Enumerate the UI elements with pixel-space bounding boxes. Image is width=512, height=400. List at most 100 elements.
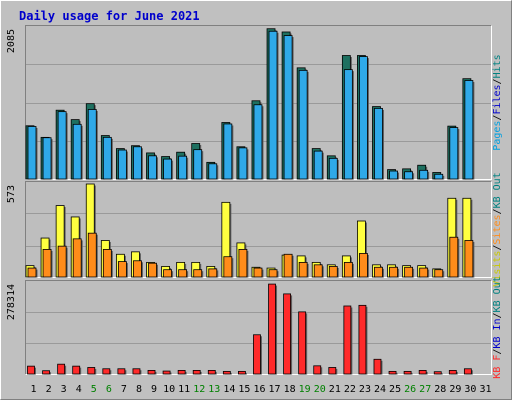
bar-sites <box>102 249 112 278</box>
bar-kbytes <box>117 368 126 375</box>
day-tick-label: 27 <box>419 384 431 395</box>
bar-sites <box>313 264 323 278</box>
chart-title: Daily usage for June 2021 <box>19 9 200 23</box>
bar-sites <box>449 236 459 278</box>
day-tick-label: 15 <box>238 384 250 395</box>
bar-sites <box>404 266 414 278</box>
day-tick-label: 1 <box>31 384 37 395</box>
bar-sites <box>72 238 82 278</box>
bar-sites <box>57 245 67 278</box>
bar-sites <box>283 253 293 278</box>
panel-hits-files-pages-legend-item: Files <box>492 84 503 114</box>
day-tick-label: 8 <box>136 384 142 395</box>
day-tick-label: 11 <box>178 384 190 395</box>
bar-files <box>223 123 233 180</box>
day-tick-label: 20 <box>314 384 326 395</box>
bar-sites <box>208 268 218 278</box>
bar-kbytes <box>177 370 186 375</box>
panel-kbytes-legend-item: / <box>492 349 503 355</box>
panel-kbytes-ymax-label: 278314 <box>6 284 17 320</box>
day-tick-label: 10 <box>163 384 175 395</box>
bar-files <box>87 109 97 180</box>
bar-kbytes <box>358 304 367 375</box>
bar-kbytes <box>42 370 50 375</box>
panel-visits-sites-ymax-label: 573 <box>6 185 17 203</box>
bar-kbytes <box>238 370 246 375</box>
panel-kbytes-border-dark <box>25 280 492 375</box>
panel-hits-files-pages-legend: Pages/Files/Hits <box>492 54 503 150</box>
bar-kbytes <box>268 283 276 375</box>
bar-sites <box>148 262 157 278</box>
bar-kbytes <box>328 367 337 375</box>
bar-sites <box>464 240 474 278</box>
bar-kbytes <box>147 370 156 375</box>
bar-sites <box>42 249 52 278</box>
bar-files <box>42 137 52 180</box>
bar-kbytes <box>433 371 442 375</box>
day-tick-label: 16 <box>253 384 265 395</box>
bar-kbytes <box>57 363 66 375</box>
bar-kbytes <box>343 305 352 375</box>
bar-files <box>404 171 414 180</box>
bar-files <box>178 155 188 180</box>
bar-sites <box>419 267 429 278</box>
bar-sites <box>389 266 398 278</box>
panel-hits-files-pages-legend-item: Pages <box>492 121 503 151</box>
day-tick-label: 7 <box>121 384 127 395</box>
bar-files <box>434 173 444 180</box>
bar-kbytes <box>253 334 261 375</box>
day-tick-label: 25 <box>389 384 401 395</box>
day-tick-label: 22 <box>344 384 356 395</box>
day-tick-label: 26 <box>404 384 416 395</box>
day-tick-label: 31 <box>479 384 491 395</box>
bar-files <box>148 155 157 180</box>
panel-kbytes-legend-item: / <box>492 312 503 318</box>
panel-visits-sites-legend: Visits/Sites/KB Out <box>492 172 503 286</box>
panel-hits-files-pages-ymax-label: 2085 <box>6 29 17 53</box>
bar-files <box>268 30 278 180</box>
day-tick-label: 23 <box>359 384 371 395</box>
bar-kbytes <box>463 368 472 375</box>
day-tick-label: 24 <box>374 384 386 395</box>
panel-visits-sites: 573 Visits/Sites/KB Out <box>6 172 503 286</box>
panel-kbytes-legend-item: KB F <box>492 355 503 379</box>
bar-files <box>72 123 82 180</box>
bar-kbytes <box>192 370 201 375</box>
bar-files <box>298 69 308 180</box>
bar-kbytes <box>222 370 231 375</box>
bar-files <box>193 149 203 180</box>
bar-files <box>343 69 353 180</box>
bar-kbytes <box>87 367 96 375</box>
chart-panels: 2085 Pages/Files/Hits 573 Visits/Sites/KB O… <box>6 25 503 379</box>
panel-hits-files-pages-border-dark <box>25 25 492 180</box>
bar-kbytes <box>298 311 307 375</box>
day-tick-label: 29 <box>449 384 461 395</box>
bar-kbytes <box>388 370 397 375</box>
panel-hits-files-pages: 2085 Pages/Files/Hits <box>6 25 503 180</box>
day-tick-label: 4 <box>76 384 82 395</box>
panel-visits-sites-legend-item: / <box>492 245 503 251</box>
bar-kbytes <box>403 370 412 375</box>
day-tick-label: 12 <box>193 384 205 395</box>
day-tick-label: 5 <box>91 384 97 395</box>
bar-sites <box>328 266 338 278</box>
bar-files <box>313 150 323 180</box>
day-tick-label: 30 <box>464 384 476 395</box>
bar-sites <box>117 261 127 278</box>
bar-files <box>389 170 398 180</box>
bar-sites <box>178 269 188 278</box>
bar-files <box>253 104 263 180</box>
bar-kbytes <box>313 365 322 375</box>
day-tick-label: 21 <box>329 384 341 395</box>
panel-visits-sites-legend-item: / <box>492 208 503 214</box>
day-tick-label: 13 <box>208 384 220 395</box>
bar-sites <box>133 260 142 278</box>
bar-files <box>419 169 429 180</box>
bar-kbytes <box>373 358 382 375</box>
day-tick-label: 9 <box>151 384 157 395</box>
panel-kbytes-legend: KB F/KB In/KB Out <box>492 276 503 378</box>
bar-kbytes <box>72 365 81 375</box>
bar-files <box>27 126 37 180</box>
